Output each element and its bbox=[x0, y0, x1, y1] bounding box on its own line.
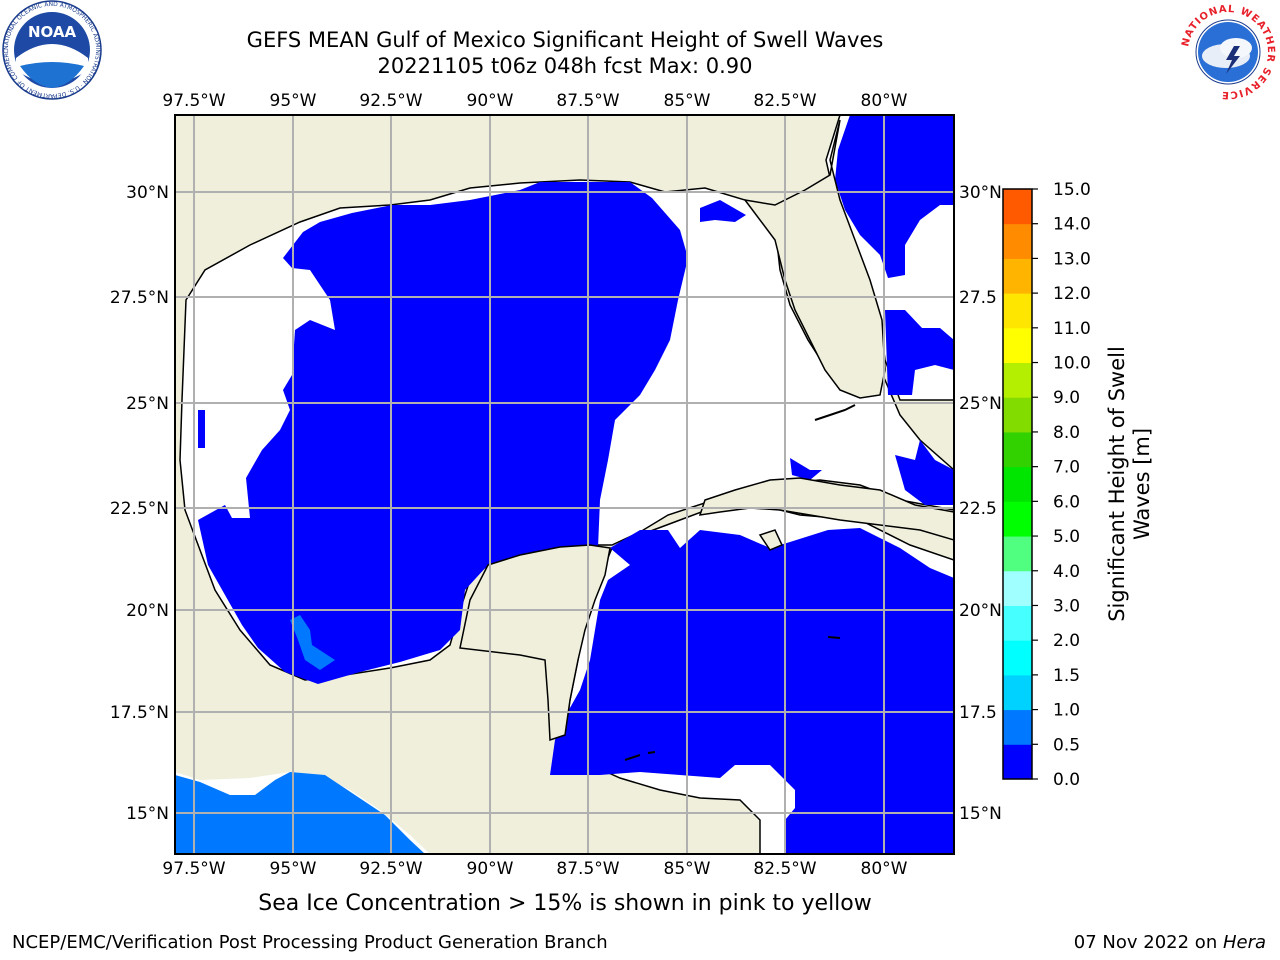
footer-machine: Hera bbox=[1222, 932, 1266, 953]
lat-label-left: 20°N bbox=[126, 601, 169, 621]
lon-label-top: 90°W bbox=[467, 91, 514, 111]
colorbar-tick-label: 1.0 bbox=[1053, 701, 1080, 721]
lon-label-top: 82.5°W bbox=[753, 91, 816, 111]
lon-label-top: 97.5°W bbox=[162, 91, 225, 111]
swell-field-west-coast bbox=[198, 410, 205, 448]
lat-label-left: 22.5°N bbox=[110, 499, 169, 519]
colorbar-segment bbox=[1003, 293, 1032, 329]
colorbar-tick-label: 3.0 bbox=[1053, 596, 1080, 616]
colorbar-segment bbox=[1003, 431, 1032, 468]
map-frame bbox=[174, 114, 955, 855]
lon-label-top: 87.5°W bbox=[556, 91, 619, 111]
lat-label-left: 25°N bbox=[126, 394, 169, 414]
lat-label-right: 27.5 bbox=[959, 288, 997, 308]
footer-date: 07 Nov 2022 on Hera bbox=[1074, 932, 1266, 954]
chart-title: GEFS MEAN Gulf of Mexico Significant Hei… bbox=[246, 28, 884, 52]
colorbar-ticks: 0.0 0.5 1.0 1.5 2.0 3.0 4.0 5.0 6.0 7.0 8.0 9.0 10.0… bbox=[1032, 180, 1091, 790]
lat-label-right: 22.5 bbox=[959, 499, 997, 519]
lat-label-left: 27.5°N bbox=[110, 288, 169, 308]
colorbar-tick-label: 11.0 bbox=[1053, 319, 1091, 339]
colorbar-tick-label: 1.5 bbox=[1053, 666, 1080, 686]
footer-date-text: 07 Nov 2022 on bbox=[1073, 932, 1223, 953]
colorbar-tick-label: 5.0 bbox=[1053, 527, 1080, 547]
colorbar-segment bbox=[1003, 327, 1032, 364]
colorbar-label-line2: Waves [m] bbox=[1130, 428, 1154, 540]
noaa-logo: NATIONAL OCEANIC AND ATMOSPHERIC ADMINIS… bbox=[0, 0, 102, 100]
bay-islands bbox=[624, 751, 656, 761]
colorbar-segment bbox=[1003, 466, 1032, 502]
colorbar-tick-label: 8.0 bbox=[1053, 423, 1080, 443]
lat-label-right: 17.5 bbox=[959, 703, 997, 723]
sea-ice-note: Sea Ice Concentration > 15% is shown in … bbox=[258, 891, 872, 916]
swell-field-florida-straits bbox=[895, 440, 954, 505]
colorbar-segment bbox=[1003, 362, 1032, 398]
swell-field-campeche-patch bbox=[290, 615, 335, 670]
cayman-island bbox=[827, 636, 841, 639]
nws-logo: NATIONAL WEATHER SERVICE bbox=[1180, 4, 1275, 100]
lon-label-bottom: 95°W bbox=[270, 859, 317, 879]
colorbar-segment bbox=[1003, 397, 1032, 433]
swell-field-atlantic bbox=[835, 115, 954, 278]
lon-label-top: 95°W bbox=[270, 91, 317, 111]
colorbar-tick-label: 6.0 bbox=[1053, 492, 1080, 512]
lat-label-left: 17.5°N bbox=[110, 703, 169, 723]
colorbar-segment bbox=[1003, 536, 1032, 572]
colorbar-tick-label: 14.0 bbox=[1053, 215, 1091, 235]
yucatan-peninsula bbox=[459, 544, 611, 742]
colorbar-segment bbox=[1003, 501, 1032, 537]
colorbar-segment bbox=[1003, 709, 1032, 745]
lat-label-left: 15°N bbox=[126, 804, 169, 824]
lat-label-right: 30°N bbox=[959, 183, 1002, 203]
colorbar-segment bbox=[1003, 640, 1032, 676]
lon-label-bottom: 97.5°W bbox=[162, 859, 225, 879]
colorbar-tick-label: 4.0 bbox=[1053, 562, 1080, 582]
lat-label-left: 30°N bbox=[126, 183, 169, 203]
colorbar-tick-label: 7.0 bbox=[1053, 458, 1080, 478]
lon-label-bottom: 92.5°W bbox=[359, 859, 422, 879]
colorbar-frame bbox=[1002, 188, 1033, 780]
lon-label-bottom: 90°W bbox=[467, 859, 514, 879]
colorbar-segments bbox=[1003, 189, 1032, 780]
colorbar-segment bbox=[1003, 258, 1032, 294]
colorbar-segment bbox=[1003, 570, 1032, 606]
swell-field-gulf bbox=[198, 182, 688, 684]
swell-field-south-florida bbox=[790, 458, 822, 480]
colorbar-segment bbox=[1003, 223, 1032, 259]
colorbar-tick-label: 0.0 bbox=[1053, 770, 1080, 790]
colorbar-segment bbox=[1003, 674, 1032, 711]
colorbar-segment bbox=[1003, 605, 1032, 641]
footer-credit: NCEP/EMC/Verification Post Processing Pr… bbox=[12, 932, 608, 953]
colorbar-tick-label: 10.0 bbox=[1053, 354, 1091, 374]
lat-label-right: 15°N bbox=[959, 804, 1002, 824]
lon-label-bottom: 87.5°W bbox=[556, 859, 619, 879]
colorbar-tick-label: 0.5 bbox=[1053, 735, 1080, 755]
colorbar-tick-label: 2.0 bbox=[1053, 631, 1080, 651]
lon-label-bottom: 82.5°W bbox=[753, 859, 816, 879]
colorbar-tick-label: 12.0 bbox=[1053, 284, 1091, 304]
lon-label-top: 85°W bbox=[664, 91, 711, 111]
colorbar-tick-label: 9.0 bbox=[1053, 388, 1080, 408]
lon-label-top: 92.5°W bbox=[359, 91, 422, 111]
swell-field-east-gulf bbox=[700, 200, 746, 222]
florida-keys bbox=[814, 404, 856, 421]
swell-field-bahamas bbox=[885, 310, 954, 395]
noaa-wordmark: NOAA bbox=[28, 23, 77, 41]
colorbar-segment bbox=[1003, 189, 1032, 225]
lon-label-bottom: 80°W bbox=[861, 859, 908, 879]
colorbar-tick-label: 13.0 bbox=[1053, 249, 1091, 269]
isla-de-juventud bbox=[758, 529, 784, 551]
colorbar-segment bbox=[1003, 744, 1032, 780]
lat-label-right: 25°N bbox=[959, 394, 1002, 414]
lon-label-bottom: 85°W bbox=[664, 859, 711, 879]
map-gridlines bbox=[175, 115, 954, 854]
lon-label-top: 80°W bbox=[861, 91, 908, 111]
colorbar-label-line1: Significant Height of Swell bbox=[1105, 346, 1129, 622]
colorbar-tick-label: 15.0 bbox=[1053, 180, 1091, 200]
chart-subtitle: 20221105 t06z 048h fcst Max: 0.90 bbox=[377, 54, 753, 78]
lat-label-right: 20°N bbox=[959, 601, 1002, 621]
